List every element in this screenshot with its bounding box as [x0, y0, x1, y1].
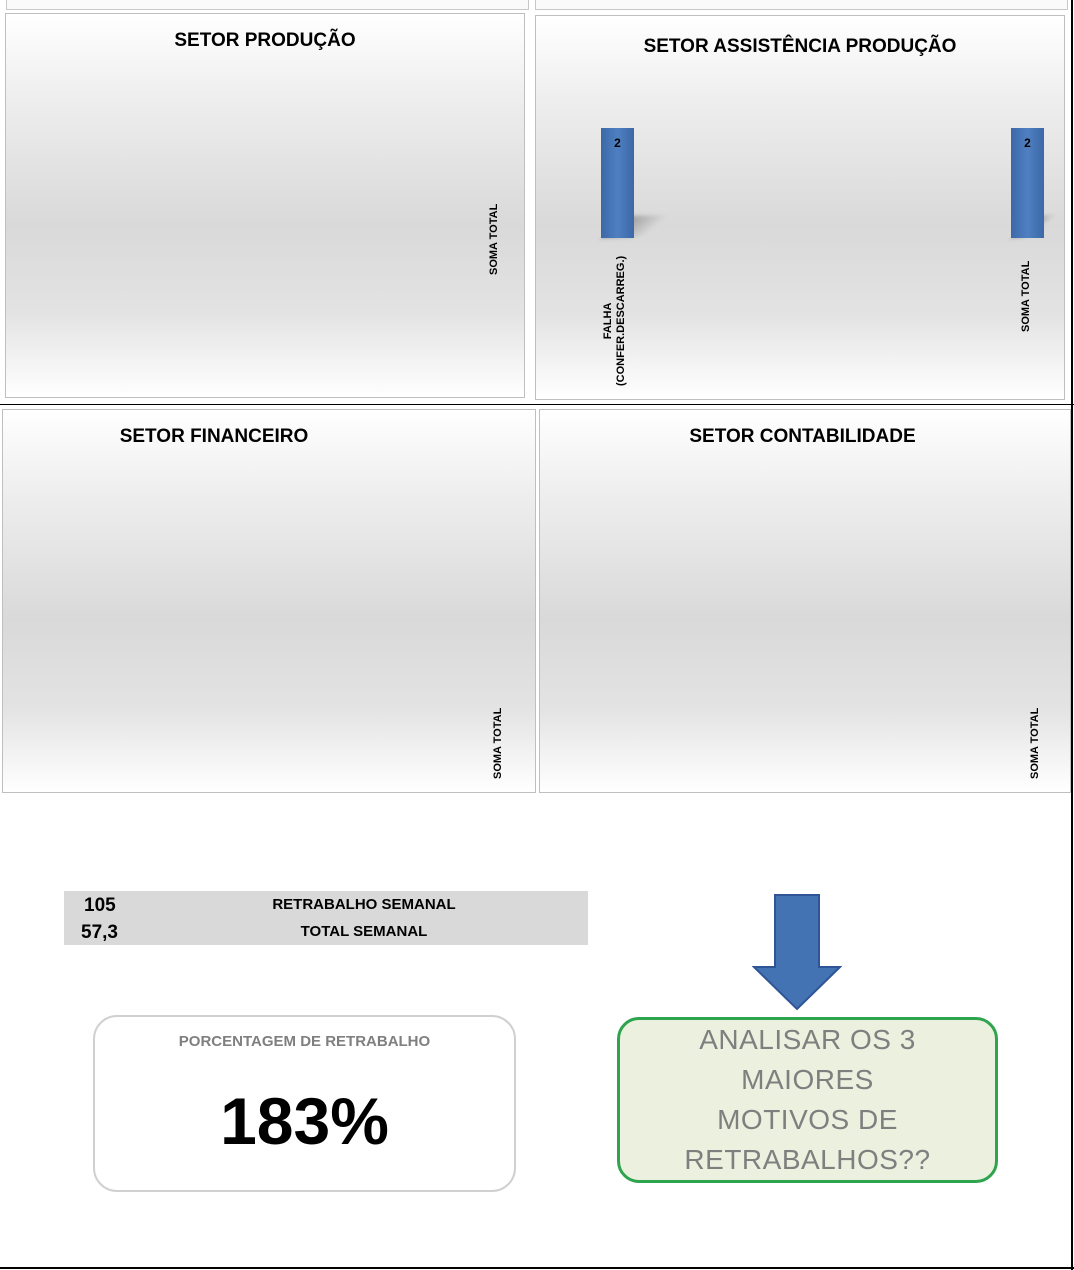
axis-label-producao: SOMA TOTAL — [488, 203, 500, 275]
axis-label-contabilidade: SOMA TOTAL — [1029, 707, 1041, 779]
bar-1 — [601, 128, 634, 238]
weekly-rework-value: 105 — [84, 895, 116, 916]
frame-border-right — [1071, 0, 1073, 1270]
category-label-falha-line1: FALHA — [602, 302, 614, 340]
chart-panel-financeiro: SETOR FINANCEIRO SOMA TOTAL — [2, 409, 536, 793]
analyze-callout-line3: RETRABALHOS?? — [684, 1144, 931, 1175]
weekly-total-value: 57,3 — [81, 922, 118, 943]
analyze-callout-box: ANALISAR OS 3 MAIORES MOTIVOS DE RETRABA… — [617, 1017, 998, 1183]
category-label-falha: FALHA (CONFER.DESCARREG.) — [602, 256, 628, 386]
panel-title-contabilidade: SETOR CONTABILIDADE — [689, 426, 916, 447]
chart-panel-contabilidade: SETOR CONTABILIDADE SOMA TOTAL — [539, 409, 1071, 793]
weekly-total-label: TOTAL SEMANAL — [300, 923, 428, 940]
category-label-falha-line2: (CONFER.DESCARREG.) — [615, 255, 627, 386]
axis-label-financeiro: SOMA TOTAL — [492, 707, 504, 779]
rework-percentage-title: PORCENTAGEM DE RETRABALHO — [178, 1033, 431, 1050]
bar-data-label-1: 2 — [614, 136, 621, 150]
bar-2 — [1011, 128, 1044, 238]
top-strip-left — [6, 0, 529, 10]
arrow-down-icon — [752, 894, 842, 1011]
category-label-soma-total: SOMA TOTAL — [1020, 260, 1032, 332]
panel-title-financeiro: SETOR FINANCEIRO — [119, 426, 309, 447]
panel-title-assistencia: SETOR ASSISTÊNCIA PRODUÇÃO — [643, 36, 957, 57]
rework-percentage-card: PORCENTAGEM DE RETRABALHO 183% — [93, 1015, 516, 1192]
rework-percentage-value: 183% — [220, 1084, 389, 1158]
analyze-callout-line1: ANALISAR OS 3 MAIORES — [699, 1024, 916, 1095]
section-divider — [0, 404, 1074, 405]
weekly-summary-table: 105 RETRABALHO SEMANAL 57,3 TOTAL SEMANA… — [64, 891, 588, 945]
top-strip-right — [535, 0, 1068, 10]
frame-border-bottom — [0, 1267, 1074, 1269]
chart-panel-producao: SETOR PRODUÇÃO SOMA TOTAL — [5, 13, 525, 398]
analyze-callout-line2: MOTIVOS DE — [717, 1104, 898, 1135]
weekly-rework-label: RETRABALHO SEMANAL — [272, 896, 456, 913]
bar-data-label-2: 2 — [1024, 136, 1031, 150]
panel-title-producao: SETOR PRODUÇÃO — [174, 30, 356, 51]
analyze-callout-text: ANALISAR OS 3 MAIORES MOTIVOS DE RETRABA… — [638, 1020, 978, 1180]
